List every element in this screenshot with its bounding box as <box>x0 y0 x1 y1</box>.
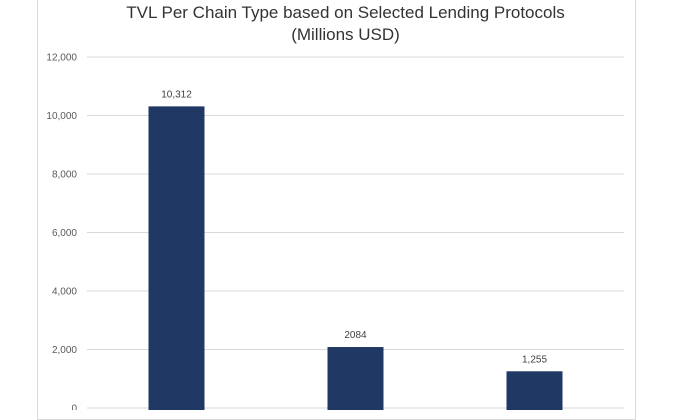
y-tick-label: 12,000 <box>46 53 77 64</box>
y-tick-label: 4,000 <box>52 287 77 298</box>
bar <box>327 347 384 410</box>
chart-title-line2: (Millions USD) <box>291 25 400 44</box>
y-tick-label: 8,000 <box>52 170 77 181</box>
bar <box>148 106 205 410</box>
chart-title: TVL Per Chain Type based on Selected Len… <box>0 2 691 46</box>
bar <box>506 371 563 410</box>
bar-data-label: 1,255 <box>522 354 547 365</box>
chart-title-line1: TVL Per Chain Type based on Selected Len… <box>126 3 565 22</box>
y-tick-label: 6,000 <box>52 228 77 239</box>
y-tick-label: 10,000 <box>46 111 77 122</box>
y-tick-label: 2,000 <box>52 345 77 356</box>
data-labels: 10,312 2084 1,255 <box>161 89 547 365</box>
y-axis-ticks: 0 2,000 4,000 6,000 8,000 10,000 12,000 <box>46 53 77 411</box>
bar-data-label: 2084 <box>344 330 367 341</box>
y-tick-label: 0 <box>71 404 77 411</box>
bar-data-label: 10,312 <box>161 89 192 100</box>
bars <box>148 106 563 410</box>
bar-chart: 0 2,000 4,000 6,000 8,000 10,000 12,000 10,312… <box>46 53 624 411</box>
